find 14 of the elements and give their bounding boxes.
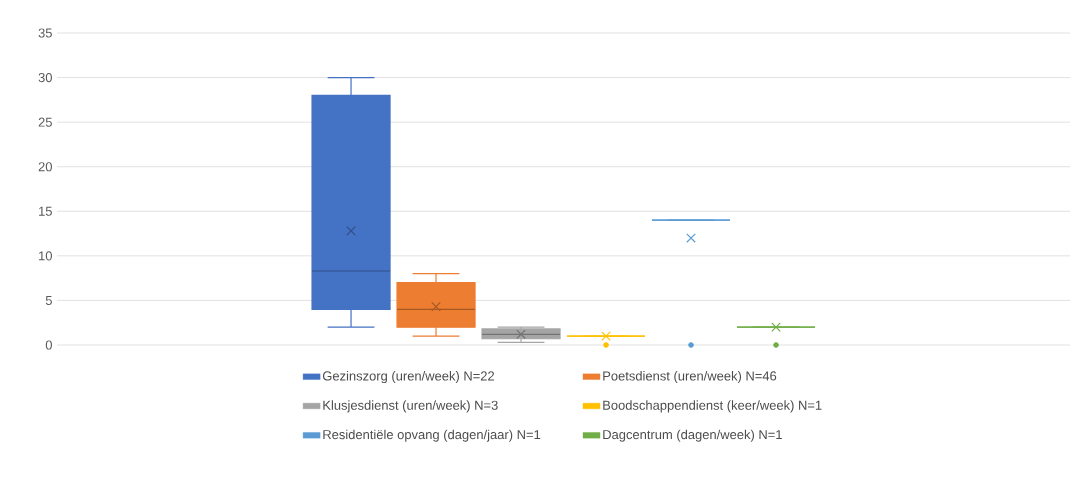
y-tick-label: 25 [38, 117, 52, 127]
y-tick-label: 30 [38, 72, 52, 83]
legend-label: Boodschappendienst (keer/week) N=1 [603, 400, 822, 413]
y-tick-label: 0 [45, 340, 52, 350]
legend-label: Residentiële opvang (dagen/jaar) N=1 [323, 429, 541, 442]
y-tick-label: 15 [39, 206, 52, 216]
legend-label: Gezinszorg (uren/week) N=22 [322, 371, 495, 384]
legend-label: Klusjesdienst (uren/week) N=3 [323, 400, 498, 413]
y-tick-label: 5 [45, 295, 52, 305]
legend-label: Dagcentrum (dagen/week) N=1 [603, 429, 782, 442]
y-tick-label: 20 [38, 162, 52, 172]
legend-label: Poetsdienst (uren/week) N=46 [603, 371, 777, 384]
y-tick-label: 10 [39, 251, 52, 261]
y-tick-label: 35 [38, 28, 52, 38]
